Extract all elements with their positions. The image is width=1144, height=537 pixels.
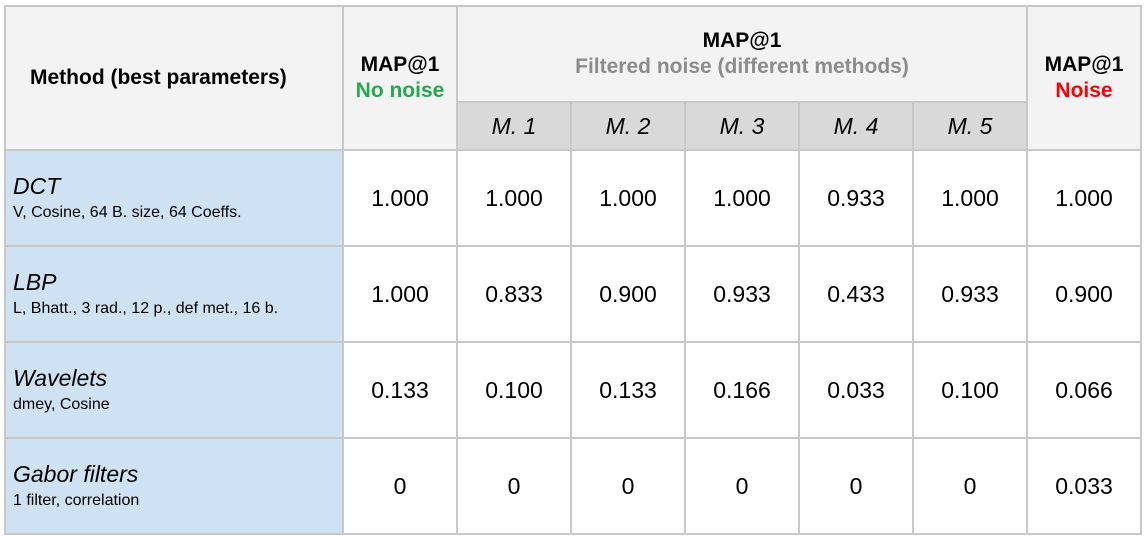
value-cell: 1.000 bbox=[570, 149, 686, 247]
value-cell: 0.900 bbox=[1026, 245, 1142, 343]
value-cell: 0.833 bbox=[456, 245, 572, 343]
noise-header: MAP@1 Noise bbox=[1026, 5, 1142, 151]
value-cell: 0.933 bbox=[684, 245, 800, 343]
row-label: LBP L, Bhatt., 3 rad., 12 p., def met., … bbox=[4, 245, 344, 343]
filtered-noise-subtitle: Filtered noise (different methods) bbox=[575, 55, 909, 78]
method-params: L, Bhatt., 3 rad., 12 p., def met., 16 b… bbox=[13, 300, 279, 317]
sub-column-m2: M. 2 bbox=[570, 101, 686, 151]
value-cell: 0.066 bbox=[1026, 341, 1142, 439]
table-row: Gabor filters 1 filter, correlation 0 0 … bbox=[4, 437, 1142, 535]
value-cell: 0 bbox=[912, 437, 1028, 535]
value-cell: 0 bbox=[342, 437, 458, 535]
filtered-noise-title: MAP@1 bbox=[702, 29, 782, 52]
row-label: Gabor filters 1 filter, correlation bbox=[4, 437, 344, 535]
noise-title: MAP@1 bbox=[1044, 53, 1124, 76]
value-cell: 1.000 bbox=[1026, 149, 1142, 247]
value-cell: 0.166 bbox=[684, 341, 800, 439]
sub-column-m5: M. 5 bbox=[912, 101, 1028, 151]
method-params: 1 filter, correlation bbox=[13, 492, 140, 509]
value-cell: 0.433 bbox=[798, 245, 914, 343]
value-cell: 0 bbox=[570, 437, 686, 535]
value-cell: 1.000 bbox=[456, 149, 572, 247]
row-label: Wavelets dmey, Cosine bbox=[4, 341, 344, 439]
method-name: Wavelets bbox=[13, 365, 108, 391]
value-cell: 0.900 bbox=[570, 245, 686, 343]
value-cell: 0.933 bbox=[912, 245, 1028, 343]
no-noise-subtitle: No noise bbox=[355, 79, 445, 102]
sub-column-m3: M. 3 bbox=[684, 101, 800, 151]
results-table: Method (best parameters) MAP@1 No noise … bbox=[4, 5, 1142, 535]
filtered-noise-header: MAP@1 Filtered noise (different methods) bbox=[456, 5, 1028, 102]
method-name: LBP bbox=[13, 269, 57, 295]
table-row: Wavelets dmey, Cosine 0.133 0.100 0.133 … bbox=[4, 341, 1142, 439]
value-cell: 0.100 bbox=[912, 341, 1028, 439]
value-cell: 1.000 bbox=[912, 149, 1028, 247]
table-row: DCT V, Cosine, 64 B. size, 64 Coeffs. 1.… bbox=[4, 149, 1142, 247]
method-name: Gabor filters bbox=[13, 461, 139, 487]
value-cell: 0 bbox=[456, 437, 572, 535]
row-label: DCT V, Cosine, 64 B. size, 64 Coeffs. bbox=[4, 149, 344, 247]
value-cell: 0.133 bbox=[570, 341, 686, 439]
sub-column-m4: M. 4 bbox=[798, 101, 914, 151]
method-header: Method (best parameters) bbox=[4, 5, 344, 151]
value-cell: 1.000 bbox=[684, 149, 800, 247]
sub-column-m1: M. 1 bbox=[456, 101, 572, 151]
no-noise-title: MAP@1 bbox=[360, 53, 440, 76]
method-params: V, Cosine, 64 B. size, 64 Coeffs. bbox=[13, 204, 242, 221]
value-cell: 1.000 bbox=[342, 245, 458, 343]
noise-subtitle: Noise bbox=[1055, 79, 1113, 102]
value-cell: 0 bbox=[798, 437, 914, 535]
value-cell: 0 bbox=[684, 437, 800, 535]
value-cell: 0.033 bbox=[798, 341, 914, 439]
value-cell: 0.100 bbox=[456, 341, 572, 439]
value-cell: 0.033 bbox=[1026, 437, 1142, 535]
method-params: dmey, Cosine bbox=[13, 396, 110, 413]
value-cell: 0.933 bbox=[798, 149, 914, 247]
method-name: DCT bbox=[13, 173, 61, 199]
table-row: LBP L, Bhatt., 3 rad., 12 p., def met., … bbox=[4, 245, 1142, 343]
no-noise-header: MAP@1 No noise bbox=[342, 5, 458, 151]
value-cell: 1.000 bbox=[342, 149, 458, 247]
value-cell: 0.133 bbox=[342, 341, 458, 439]
